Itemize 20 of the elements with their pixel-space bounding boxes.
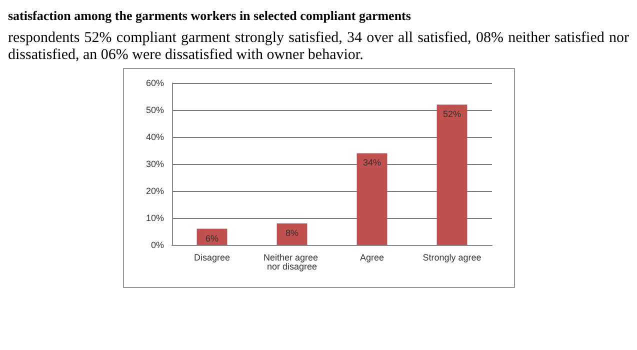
text: respondents 52% compliant garment strongly satisfied, 34 over all satisfied, 08% neither satisfied nor dissatisfied, an 06% were dissatisfied with owner behavior. <box>8 30 629 64</box>
data-label: 52% <box>442 109 461 120</box>
data-label: 6% <box>204 233 218 244</box>
y-tick-label: 60% <box>145 78 164 88</box>
y-tick-label: 40% <box>145 132 164 142</box>
y-tick-label: 0% <box>150 240 164 250</box>
x-tick-label: Agree <box>359 252 384 262</box>
data-label: 8% <box>284 228 298 238</box>
chart-title: satisfaction among the garments workers in selected compliant garments <box>8 8 412 24</box>
bar <box>276 223 307 245</box>
y-tick-label: 20% <box>145 186 164 196</box>
bar <box>356 153 387 245</box>
x-tick-label: Neither agree nor disagree <box>262 252 320 272</box>
x-tick-label: Disagree <box>193 252 230 262</box>
data-label: 34% <box>362 158 381 168</box>
bar <box>436 104 467 245</box>
x-tick-label: Strongly agree <box>422 252 481 262</box>
y-tick-label: 30% <box>145 159 164 169</box>
y-tick-label: 10% <box>145 213 164 223</box>
y-tick-label: 50% <box>145 105 164 115</box>
